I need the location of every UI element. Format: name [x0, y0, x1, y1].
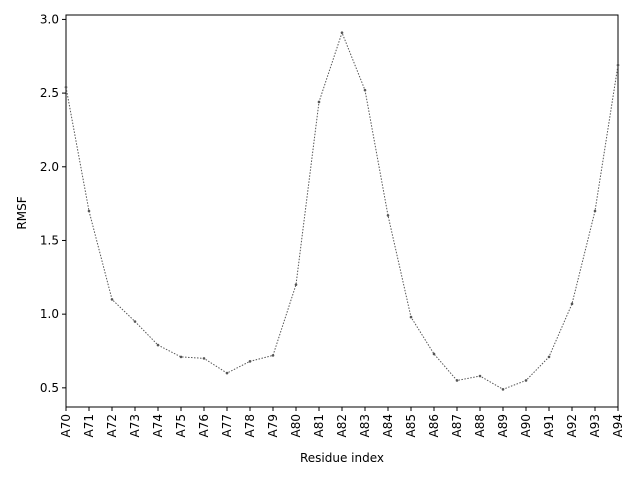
point — [501, 388, 505, 391]
x-tick-label: A83 — [358, 414, 372, 437]
x-axis-label: Residue index — [300, 451, 384, 465]
x-tick-label: A94 — [611, 414, 625, 437]
y-tick-label: 1.0 — [40, 307, 59, 321]
x-tick-label: A93 — [588, 414, 602, 437]
plot-frame — [65, 14, 619, 408]
x-tick-label: A88 — [473, 414, 487, 437]
point — [524, 379, 528, 382]
point — [317, 100, 321, 104]
point — [202, 357, 206, 360]
point — [133, 320, 137, 323]
point — [409, 315, 413, 319]
point — [64, 85, 68, 89]
x-tick-label: A72 — [105, 414, 119, 437]
point — [478, 374, 482, 378]
y-tick-label: 2.0 — [40, 160, 59, 174]
point — [87, 209, 91, 213]
x-tick-label: A92 — [565, 414, 579, 437]
x-tick-label: A81 — [312, 414, 326, 437]
point — [455, 379, 459, 382]
point — [294, 283, 298, 286]
point — [570, 302, 574, 306]
x-tick-label: A78 — [243, 414, 257, 437]
point — [432, 352, 436, 356]
x-tick-label: A90 — [519, 414, 533, 437]
point — [156, 343, 160, 347]
point — [110, 298, 114, 301]
point — [179, 355, 183, 359]
x-tick-label: A89 — [496, 414, 510, 437]
x-tick-label: A86 — [427, 414, 441, 437]
x-tick-label: A76 — [197, 414, 211, 437]
y-axis-label: RMSF — [15, 196, 29, 229]
y-tick-label: 3.0 — [40, 12, 59, 26]
x-tick-label: A82 — [335, 414, 349, 437]
x-tick-label: A74 — [151, 414, 165, 437]
x-tick-label: A79 — [266, 414, 280, 437]
point — [225, 371, 229, 375]
point — [386, 214, 390, 217]
x-tick-label: A73 — [128, 414, 142, 437]
point — [616, 63, 620, 67]
x-tick-label: A91 — [542, 414, 556, 437]
point — [271, 354, 275, 357]
y-tick-label: 2.5 — [40, 86, 59, 100]
line — [65, 31, 619, 390]
x-tick-label: A80 — [289, 414, 303, 437]
x-tick-label: A71 — [82, 414, 96, 437]
x-tick-label: A85 — [404, 414, 418, 437]
x-tick-label: A75 — [174, 414, 188, 437]
point — [248, 360, 252, 363]
y-tick-label: 0.5 — [40, 381, 59, 395]
point — [363, 88, 367, 92]
x-tick-label: A70 — [59, 414, 73, 437]
point — [547, 355, 551, 359]
y-tick-label: 1.5 — [40, 233, 59, 247]
point — [340, 31, 344, 34]
point — [593, 209, 597, 213]
x-tick-label: A87 — [450, 414, 464, 437]
x-tick-label: A77 — [220, 414, 234, 437]
x-tick-label: A84 — [381, 414, 395, 437]
